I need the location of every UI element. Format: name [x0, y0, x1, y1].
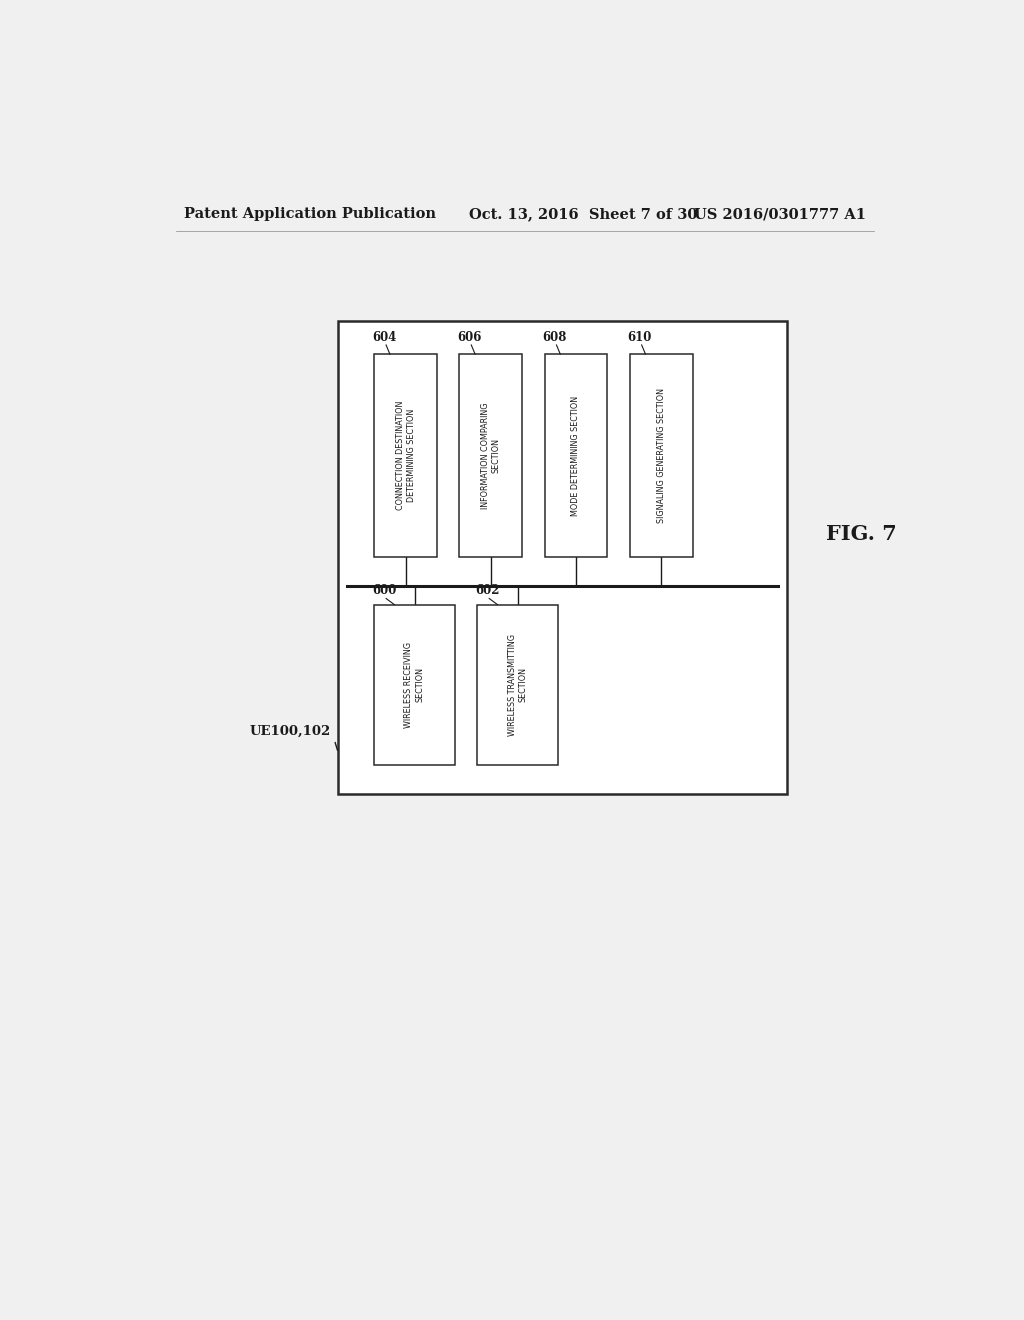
Text: MODE DETERMINING SECTION: MODE DETERMINING SECTION: [571, 396, 581, 516]
Text: 606: 606: [457, 331, 481, 345]
Text: US 2016/0301777 A1: US 2016/0301777 A1: [694, 207, 866, 222]
Bar: [630, 354, 692, 557]
Bar: [545, 354, 607, 557]
Text: WIRELESS RECEIVING
SECTION: WIRELESS RECEIVING SECTION: [404, 642, 425, 727]
Text: FIG. 7: FIG. 7: [826, 524, 897, 544]
Text: 604: 604: [372, 331, 396, 345]
Bar: [477, 605, 558, 766]
Text: Patent Application Publication: Patent Application Publication: [183, 207, 435, 222]
Bar: [374, 354, 437, 557]
Bar: [374, 605, 455, 766]
Text: 600: 600: [372, 585, 396, 598]
Text: UE100,102: UE100,102: [249, 725, 331, 738]
Text: 610: 610: [628, 331, 651, 345]
Text: WIRELESS TRANSMITTING
SECTION: WIRELESS TRANSMITTING SECTION: [508, 634, 527, 737]
Bar: [338, 321, 786, 793]
Text: CONNECTION DESTINATION
DETERMINING SECTION: CONNECTION DESTINATION DETERMINING SECTI…: [395, 401, 416, 511]
Text: Oct. 13, 2016  Sheet 7 of 30: Oct. 13, 2016 Sheet 7 of 30: [469, 207, 697, 222]
Text: INFORMATION COMPARING
SECTION: INFORMATION COMPARING SECTION: [480, 403, 501, 510]
Text: 608: 608: [542, 331, 566, 345]
Text: 602: 602: [475, 585, 500, 598]
Text: SIGNALING GENERATING SECTION: SIGNALING GENERATING SECTION: [656, 388, 666, 523]
Bar: [460, 354, 522, 557]
